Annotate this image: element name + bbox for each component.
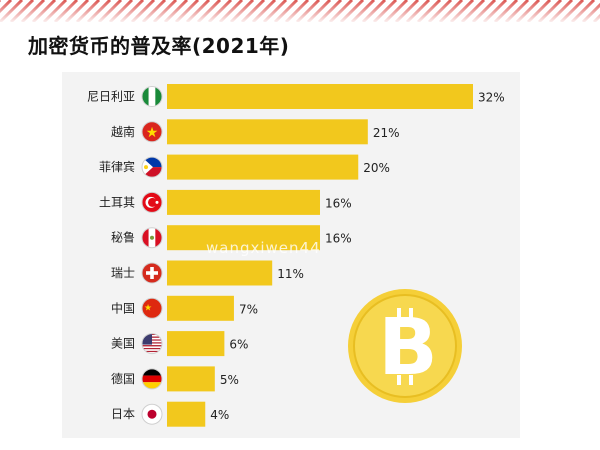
watermark: wangxiwen44 (206, 239, 321, 257)
category-label: 美国 (111, 337, 135, 351)
japan-flag-icon (141, 403, 163, 425)
value-label: 7% (239, 302, 258, 316)
turkey-flag-icon (141, 191, 163, 213)
value-label: 11% (277, 267, 304, 281)
bar-row: 秘鲁 16% (111, 225, 352, 251)
value-label: 4% (210, 408, 229, 422)
bar-row: 美国 6% (111, 331, 248, 357)
bar-row: 菲律宾 20% (99, 154, 390, 180)
value-label: 20% (363, 161, 390, 175)
category-label: 中国 (111, 300, 135, 315)
bar (167, 331, 225, 357)
page-title: 加密货币的普及率(2021年) (28, 34, 290, 58)
category-label: 日本 (111, 407, 135, 421)
peru-flag-icon (141, 227, 163, 249)
value-label: 16% (325, 196, 352, 210)
bar (167, 401, 206, 427)
value-label: 32% (478, 91, 505, 105)
bar (167, 260, 273, 286)
bar (167, 295, 234, 321)
bar-row: 日本 4% (111, 401, 229, 427)
nigeria-flag-icon (141, 86, 163, 107)
bar (167, 366, 215, 392)
category-label: 菲律宾 (99, 159, 135, 174)
category-label: 德国 (111, 371, 135, 386)
philippines-flag-icon (141, 156, 163, 178)
value-label: 5% (220, 373, 239, 387)
svg-text:★: ★ (144, 303, 152, 313)
germany-flag-icon (141, 368, 163, 390)
category-label: 土耳其 (99, 195, 135, 209)
svg-text:B: B (378, 303, 437, 393)
vietnam-flag-icon: ★ (141, 121, 163, 143)
value-label: 6% (229, 338, 248, 352)
bar-row: 越南 ★ 21% (111, 119, 400, 145)
value-label: 21% (373, 126, 400, 140)
bar-row: 尼日利亚 32% (87, 84, 505, 109)
bar (167, 119, 368, 145)
bitcoin-icon: B (348, 289, 462, 403)
switzerland-flag-icon (141, 262, 163, 284)
category-label: 秘鲁 (111, 231, 135, 245)
category-label: 瑞士 (111, 266, 135, 280)
bar-row: 瑞士 11% (111, 260, 304, 286)
china-flag-icon: ★ (141, 297, 163, 319)
bar-row: 德国 5% (111, 366, 239, 392)
bar (167, 84, 473, 109)
bar (167, 189, 320, 215)
bar (167, 225, 320, 251)
bar-row: 中国 ★ 7% (111, 295, 258, 321)
category-label: 越南 (111, 124, 135, 139)
bar (167, 154, 359, 180)
usa-flag-icon (141, 333, 163, 355)
svg-text:★: ★ (146, 125, 159, 141)
bar-row: 土耳其 16% (99, 189, 352, 215)
category-label: 尼日利亚 (87, 90, 135, 104)
value-label: 16% (325, 232, 352, 246)
top-stripes-decoration (0, 0, 600, 22)
